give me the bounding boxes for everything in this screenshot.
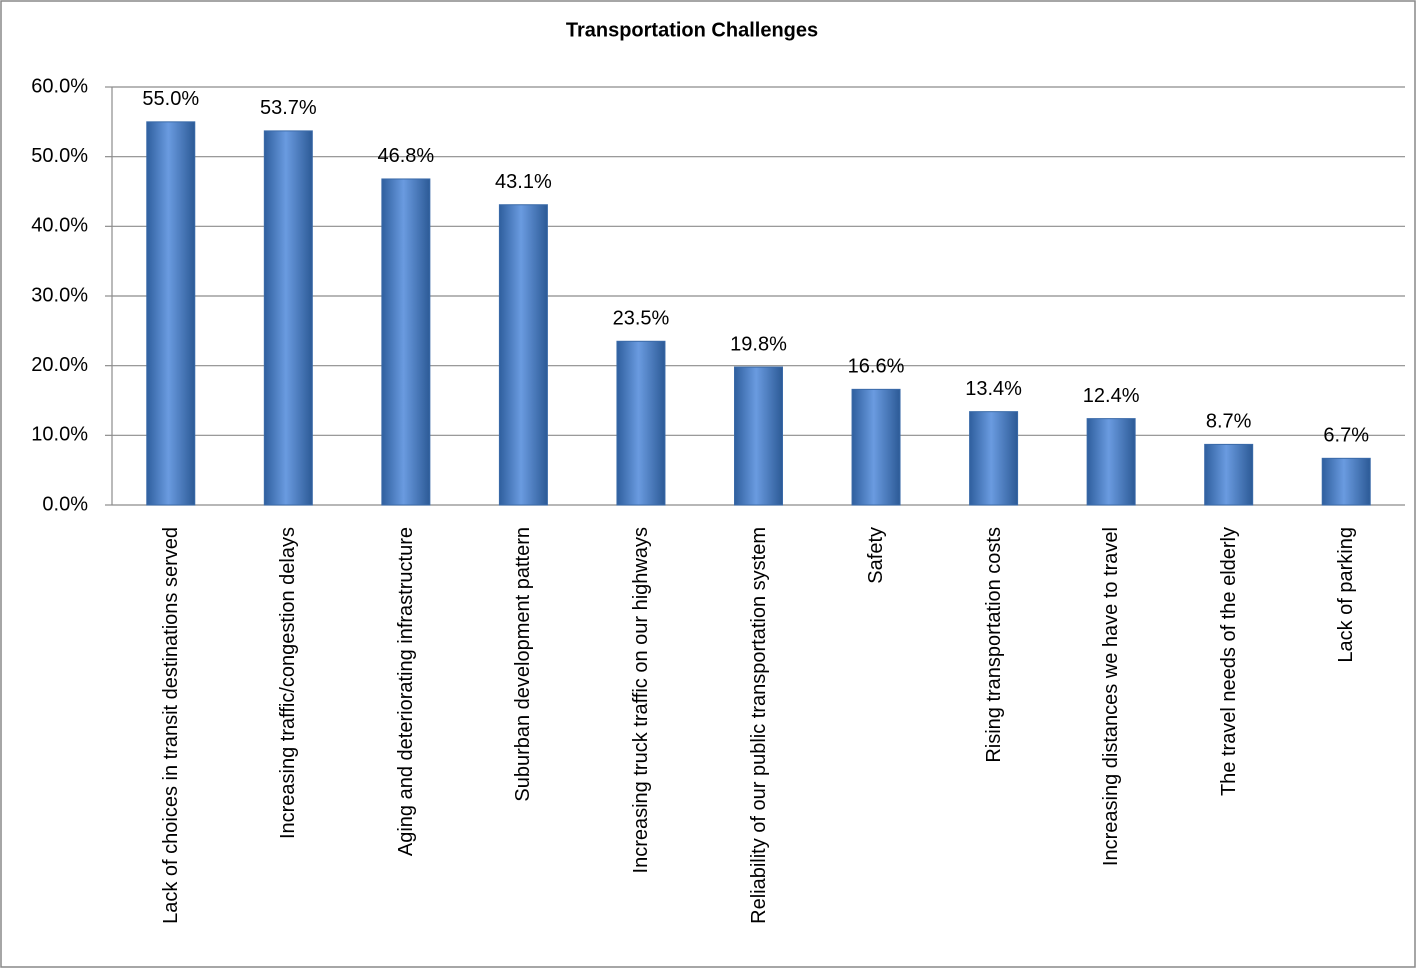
y-tick-label: 0.0% — [42, 493, 88, 515]
value-label: 19.8% — [730, 333, 787, 355]
bar — [498, 204, 548, 506]
x-tick-label: Suburban development pattern — [512, 527, 535, 802]
x-tick-label: Aging and deteriorating infrastructure — [394, 527, 417, 857]
bar — [1204, 443, 1254, 506]
bar — [616, 340, 666, 506]
x-tick-label: Reliability of our public transportation… — [747, 527, 770, 924]
bar — [1321, 457, 1371, 506]
x-tick-label: The travel needs of the elderly — [1217, 527, 1240, 797]
value-label: 43.1% — [495, 171, 552, 193]
x-tick-label: Lack of parking — [1335, 527, 1358, 663]
y-tick-label: 50.0% — [31, 145, 88, 167]
y-tick-label: 30.0% — [31, 284, 88, 306]
x-tick-label: Increasing truck traffic on our highways — [629, 527, 652, 874]
bar — [969, 411, 1019, 506]
y-tick-label: 10.0% — [31, 424, 88, 446]
value-label: 55.0% — [142, 88, 199, 110]
bar — [381, 178, 431, 506]
y-tick-label: 60.0% — [31, 75, 88, 97]
x-tick-label: Safety — [865, 527, 888, 584]
chart-title: Transportation Challenges — [566, 19, 818, 41]
value-label: 12.4% — [1083, 385, 1140, 407]
value-label: 53.7% — [260, 97, 317, 119]
value-label: 46.8% — [378, 145, 435, 167]
x-tick-label: Lack of choices in transit destinations … — [159, 527, 182, 924]
x-tick-label: Increasing distances we have to travel — [1100, 527, 1123, 867]
y-tick-label: 20.0% — [31, 354, 88, 376]
bar — [146, 121, 196, 506]
bar — [734, 366, 783, 506]
value-label: 13.4% — [965, 378, 1022, 400]
x-tick-label: Rising transportation costs — [982, 527, 1005, 763]
bar — [851, 388, 901, 506]
value-label: 6.7% — [1323, 425, 1369, 447]
value-label: 8.7% — [1206, 411, 1252, 433]
y-tick-label: 40.0% — [31, 215, 88, 237]
bar — [1086, 418, 1136, 506]
value-label: 16.6% — [848, 356, 905, 378]
bar — [263, 130, 313, 506]
x-tick-label: Increasing traffic/congestion delays — [277, 527, 300, 840]
value-label: 23.5% — [613, 308, 670, 330]
